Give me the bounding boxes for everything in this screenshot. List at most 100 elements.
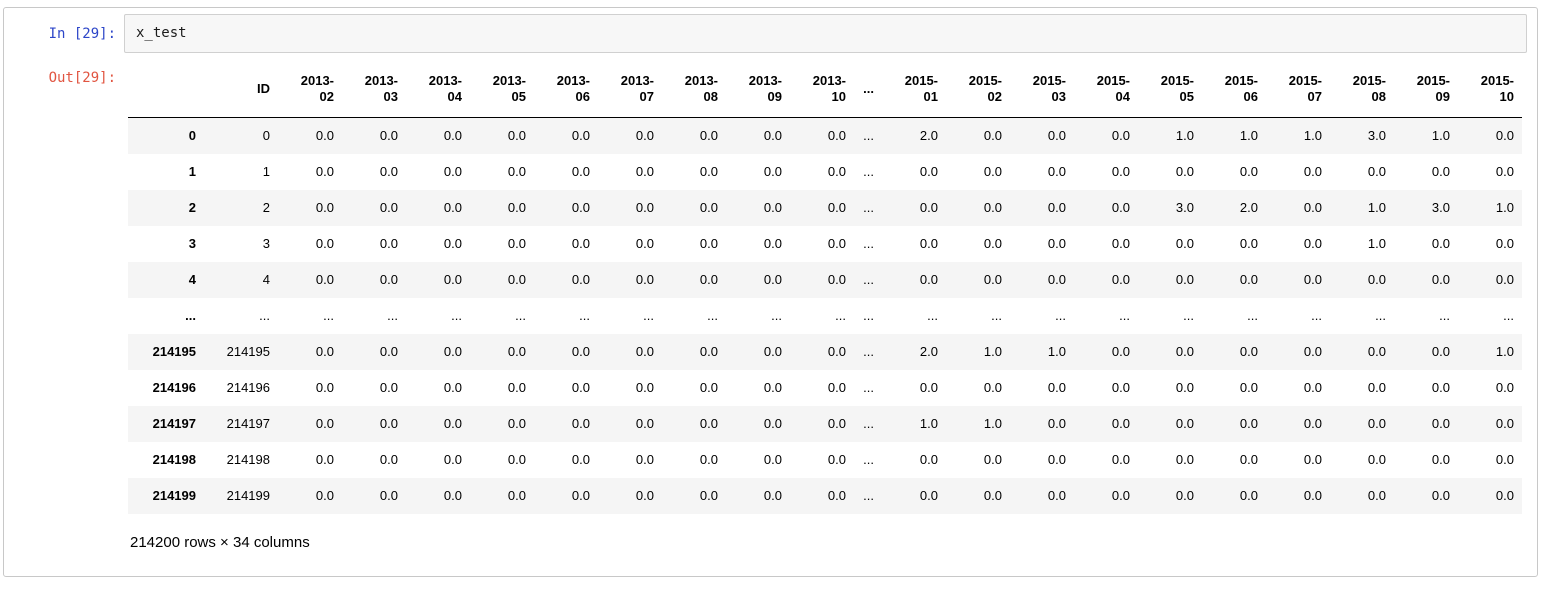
cell: 0.0 [1111, 236, 1130, 251]
cell: 0.0 [1175, 452, 1194, 467]
cell: 0.0 [699, 344, 718, 359]
cell: 214196 [226, 380, 270, 395]
cell: 0.0 [1303, 416, 1322, 431]
cell: ... [451, 308, 462, 323]
column-header: 2015- 05 [1138, 61, 1202, 118]
cell: 0.0 [699, 128, 718, 143]
cell: 0.0 [1367, 452, 1386, 467]
cell: 0.0 [1367, 164, 1386, 179]
cell: 0.0 [827, 200, 846, 215]
row-index: ... [185, 308, 196, 323]
column-header: 2015- 08 [1330, 61, 1394, 118]
cell: 0.0 [1239, 344, 1258, 359]
row-index: 3 [188, 236, 196, 251]
row-index: 214198 [152, 452, 196, 467]
cell: 1.0 [1495, 200, 1514, 215]
cell: 0.0 [379, 236, 398, 251]
cell: 0.0 [507, 344, 526, 359]
cell: 0.0 [1111, 452, 1130, 467]
cell: 0.0 [763, 128, 782, 143]
column-header: ID [204, 61, 278, 118]
cell: ... [863, 488, 874, 503]
cell: 0.0 [919, 272, 938, 287]
cell: 0.0 [315, 416, 334, 431]
cell: 0.0 [635, 236, 654, 251]
cell: 0.0 [443, 416, 462, 431]
cell: 0.0 [983, 128, 1002, 143]
cell: 0.0 [443, 344, 462, 359]
cell: 0.0 [1239, 488, 1258, 503]
cell: 0.0 [379, 164, 398, 179]
column-header: 2015- 04 [1074, 61, 1138, 118]
column-header: 2015- 02 [946, 61, 1010, 118]
table-row: 1 1 0.0 0.0 0.0 0.0 0.0 0.0 0.0 0.0 0.0... 0.0 0.0 0.… [128, 154, 1522, 190]
cell: 0.0 [699, 488, 718, 503]
cell: 0.0 [507, 200, 526, 215]
cell: ... [515, 308, 526, 323]
cell: 0.0 [1175, 236, 1194, 251]
dataframe-summary: 214200 rows × 34 columns [130, 534, 310, 551]
cell: 2 [262, 200, 270, 215]
cell: 0.0 [315, 128, 334, 143]
cell: 0.0 [379, 380, 398, 395]
table-row: 214196 214196 0.0 0.0 0.0 0.0 0.0 0.0 0.0 0.0 0.0.… [128, 370, 1522, 406]
cell: 3.0 [1175, 200, 1194, 215]
cell: 0.0 [1047, 236, 1066, 251]
cell: 0.0 [1431, 452, 1450, 467]
cell: 0.0 [571, 344, 590, 359]
cell: 0.0 [983, 236, 1002, 251]
output-area: ID 2013- 02 2013- 03 2013- 04 2013- 05 2013- 06 201… [116, 61, 1537, 551]
code-input[interactable]: x_test [124, 14, 1527, 53]
cell: 0.0 [1175, 344, 1194, 359]
code-text: x_test [136, 25, 187, 41]
cell: ... [863, 452, 874, 467]
cell: 0.0 [1303, 488, 1322, 503]
cell: ... [387, 308, 398, 323]
cell: 0.0 [443, 164, 462, 179]
cell: 0.0 [827, 380, 846, 395]
cell: 0.0 [919, 236, 938, 251]
row-index: 0 [188, 128, 196, 143]
cell: 0.0 [1239, 164, 1258, 179]
table-row: 4 4 0.0 0.0 0.0 0.0 0.0 0.0 0.0 0.0 0.0... 0.0 0.0 0.… [128, 262, 1522, 298]
row-index: 2 [188, 200, 196, 215]
cell: 0.0 [1239, 416, 1258, 431]
cell: 0.0 [571, 380, 590, 395]
cell: 0.0 [983, 200, 1002, 215]
cell: 0.0 [635, 416, 654, 431]
table-row: 214195 214195 0.0 0.0 0.0 0.0 0.0 0.0 0.0 0.0 0.0.… [128, 334, 1522, 370]
cell: 2.0 [1239, 200, 1258, 215]
cell: 0.0 [1047, 200, 1066, 215]
cell: 1.0 [1367, 200, 1386, 215]
column-header: 2013- 08 [662, 61, 726, 118]
cell: 0.0 [1303, 380, 1322, 395]
cell: ... [1119, 308, 1130, 323]
cell: 0.0 [571, 236, 590, 251]
table-row: 214199 214199 0.0 0.0 0.0 0.0 0.0 0.0 0.0 0.0 0.0.… [128, 478, 1522, 514]
cell: 0.0 [571, 272, 590, 287]
cell: 0.0 [1239, 452, 1258, 467]
cell: 0.0 [635, 272, 654, 287]
cell: 0.0 [827, 344, 846, 359]
cell: 0.0 [1303, 272, 1322, 287]
cell: 1.0 [1303, 128, 1322, 143]
column-header: 2015- 01 [882, 61, 946, 118]
cell: 0.0 [1239, 272, 1258, 287]
cell: 0.0 [827, 164, 846, 179]
cell: 0.0 [827, 128, 846, 143]
cell: 0.0 [1111, 164, 1130, 179]
cell: 0.0 [1431, 236, 1450, 251]
cell: ... [863, 308, 874, 323]
cell: 0.0 [635, 164, 654, 179]
cell: 0.0 [507, 380, 526, 395]
column-header: 2015- 03 [1010, 61, 1074, 118]
cell: 0.0 [635, 488, 654, 503]
cell: 0.0 [699, 272, 718, 287]
cell: 0.0 [1367, 344, 1386, 359]
cell: 0.0 [1047, 164, 1066, 179]
row-index: 4 [188, 272, 196, 287]
cell: 214199 [226, 488, 270, 503]
cell: 3.0 [1431, 200, 1450, 215]
cell: 0.0 [1111, 488, 1130, 503]
cell: 2.0 [919, 344, 938, 359]
